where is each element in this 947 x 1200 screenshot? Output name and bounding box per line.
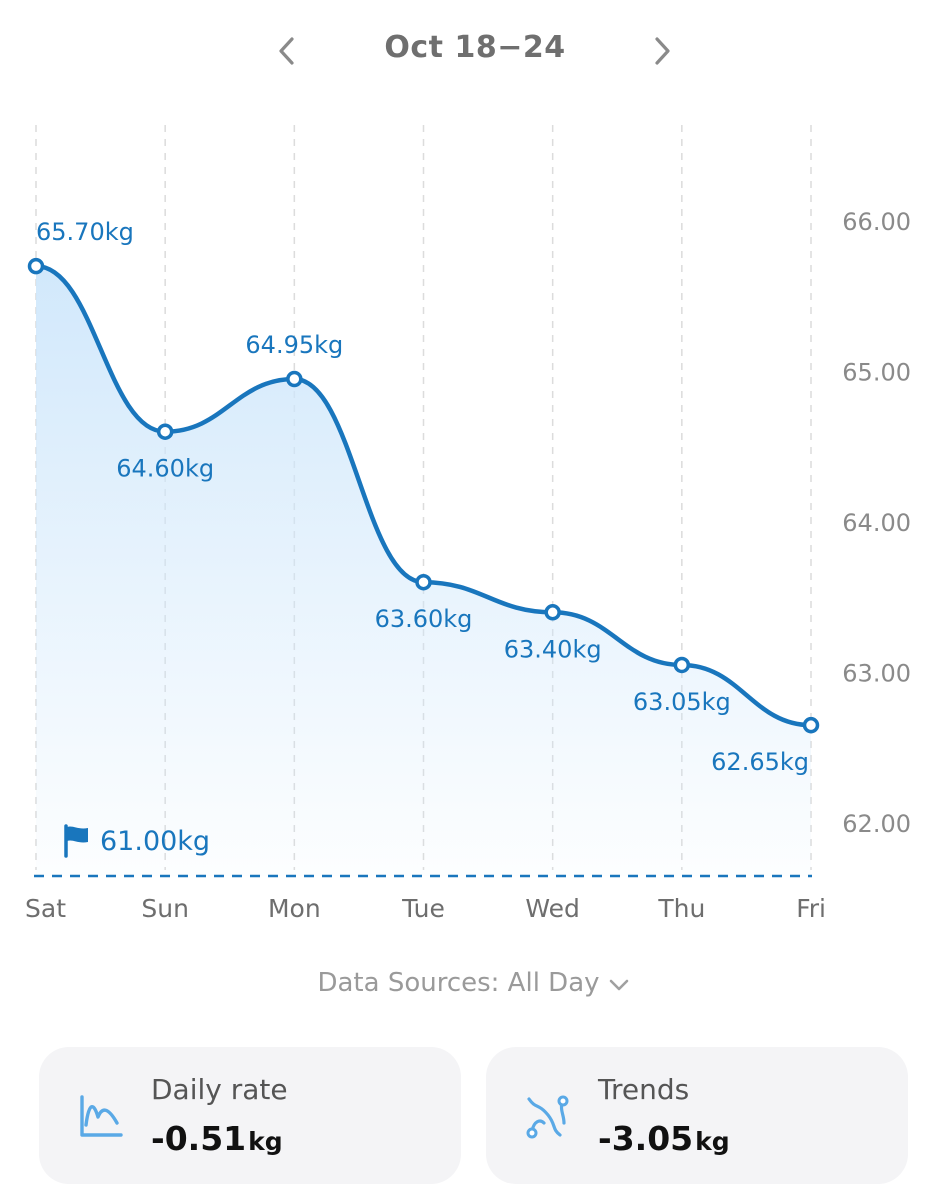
data-label-sun: 64.60kg bbox=[116, 455, 214, 483]
y-tick-label: 64.00 bbox=[842, 509, 911, 537]
data-label-fri: 62.65kg bbox=[711, 748, 809, 776]
y-tick-label: 63.00 bbox=[842, 660, 911, 688]
weight-chart: 61.00kg 65.70kg 64.60kg 64.95kg 63.60kg 63.4… bbox=[25, 125, 911, 923]
data-label-tue: 63.60kg bbox=[375, 605, 473, 633]
data-sources-selector[interactable]: Data Sources: All Day bbox=[0, 968, 947, 999]
data-point-fri[interactable] bbox=[802, 716, 820, 734]
data-label-wed: 63.40kg bbox=[504, 635, 602, 663]
data-point-sat[interactable] bbox=[27, 257, 45, 275]
date-range-title: Oct 18−24 bbox=[384, 30, 566, 65]
flag-icon bbox=[64, 824, 88, 858]
goal-label: 61.00kg bbox=[100, 826, 210, 857]
x-tick-label-mon: Mon bbox=[268, 894, 321, 923]
trends-label: Trends bbox=[598, 1073, 690, 1106]
x-tick-label-sat: Sat bbox=[25, 894, 66, 923]
data-label-mon: 64.95kg bbox=[245, 331, 343, 359]
data-point-wed[interactable] bbox=[544, 604, 561, 621]
x-tick-label-sun: Sun bbox=[141, 894, 189, 923]
next-week-button[interactable] bbox=[639, 28, 685, 74]
x-tick-label-thu: Thu bbox=[657, 894, 705, 923]
data-point-mon[interactable] bbox=[286, 370, 303, 388]
previous-week-button[interactable] bbox=[264, 28, 310, 74]
data-point-tue[interactable] bbox=[415, 573, 432, 591]
y-tick-label: 65.00 bbox=[842, 359, 911, 387]
date-range-header: Oct 18−24 bbox=[0, 0, 947, 105]
x-tick-label-wed: Wed bbox=[525, 894, 580, 923]
data-point-sun[interactable] bbox=[156, 423, 174, 440]
trends-value: -3.05kg bbox=[598, 1119, 730, 1158]
data-label-sat: 65.70kg bbox=[36, 218, 134, 246]
daily-rate-card[interactable]: Daily rate -0.51kg bbox=[39, 1047, 461, 1184]
y-tick-label: 66.00 bbox=[842, 208, 911, 236]
data-label-thu: 63.05kg bbox=[633, 688, 731, 716]
daily-rate-value: -0.51kg bbox=[151, 1119, 283, 1158]
x-tick-label-tue: Tue bbox=[401, 894, 445, 923]
rate-chart-icon bbox=[80, 1095, 123, 1137]
trend-icon bbox=[526, 1095, 569, 1139]
data-sources-label: Data Sources: All Day bbox=[317, 968, 600, 998]
weight-area bbox=[36, 266, 811, 876]
chevron-down-icon bbox=[608, 969, 630, 999]
x-tick-label-fri: Fri bbox=[796, 894, 826, 923]
goal-marker: 61.00kg bbox=[64, 824, 210, 858]
y-tick-label: 62.00 bbox=[842, 810, 911, 838]
chevron-right-icon bbox=[655, 37, 670, 65]
chevron-left-icon bbox=[279, 37, 294, 65]
data-point-thu[interactable] bbox=[673, 656, 691, 674]
daily-rate-label: Daily rate bbox=[151, 1073, 288, 1106]
trends-card[interactable]: Trends -3.05kg bbox=[486, 1047, 908, 1184]
